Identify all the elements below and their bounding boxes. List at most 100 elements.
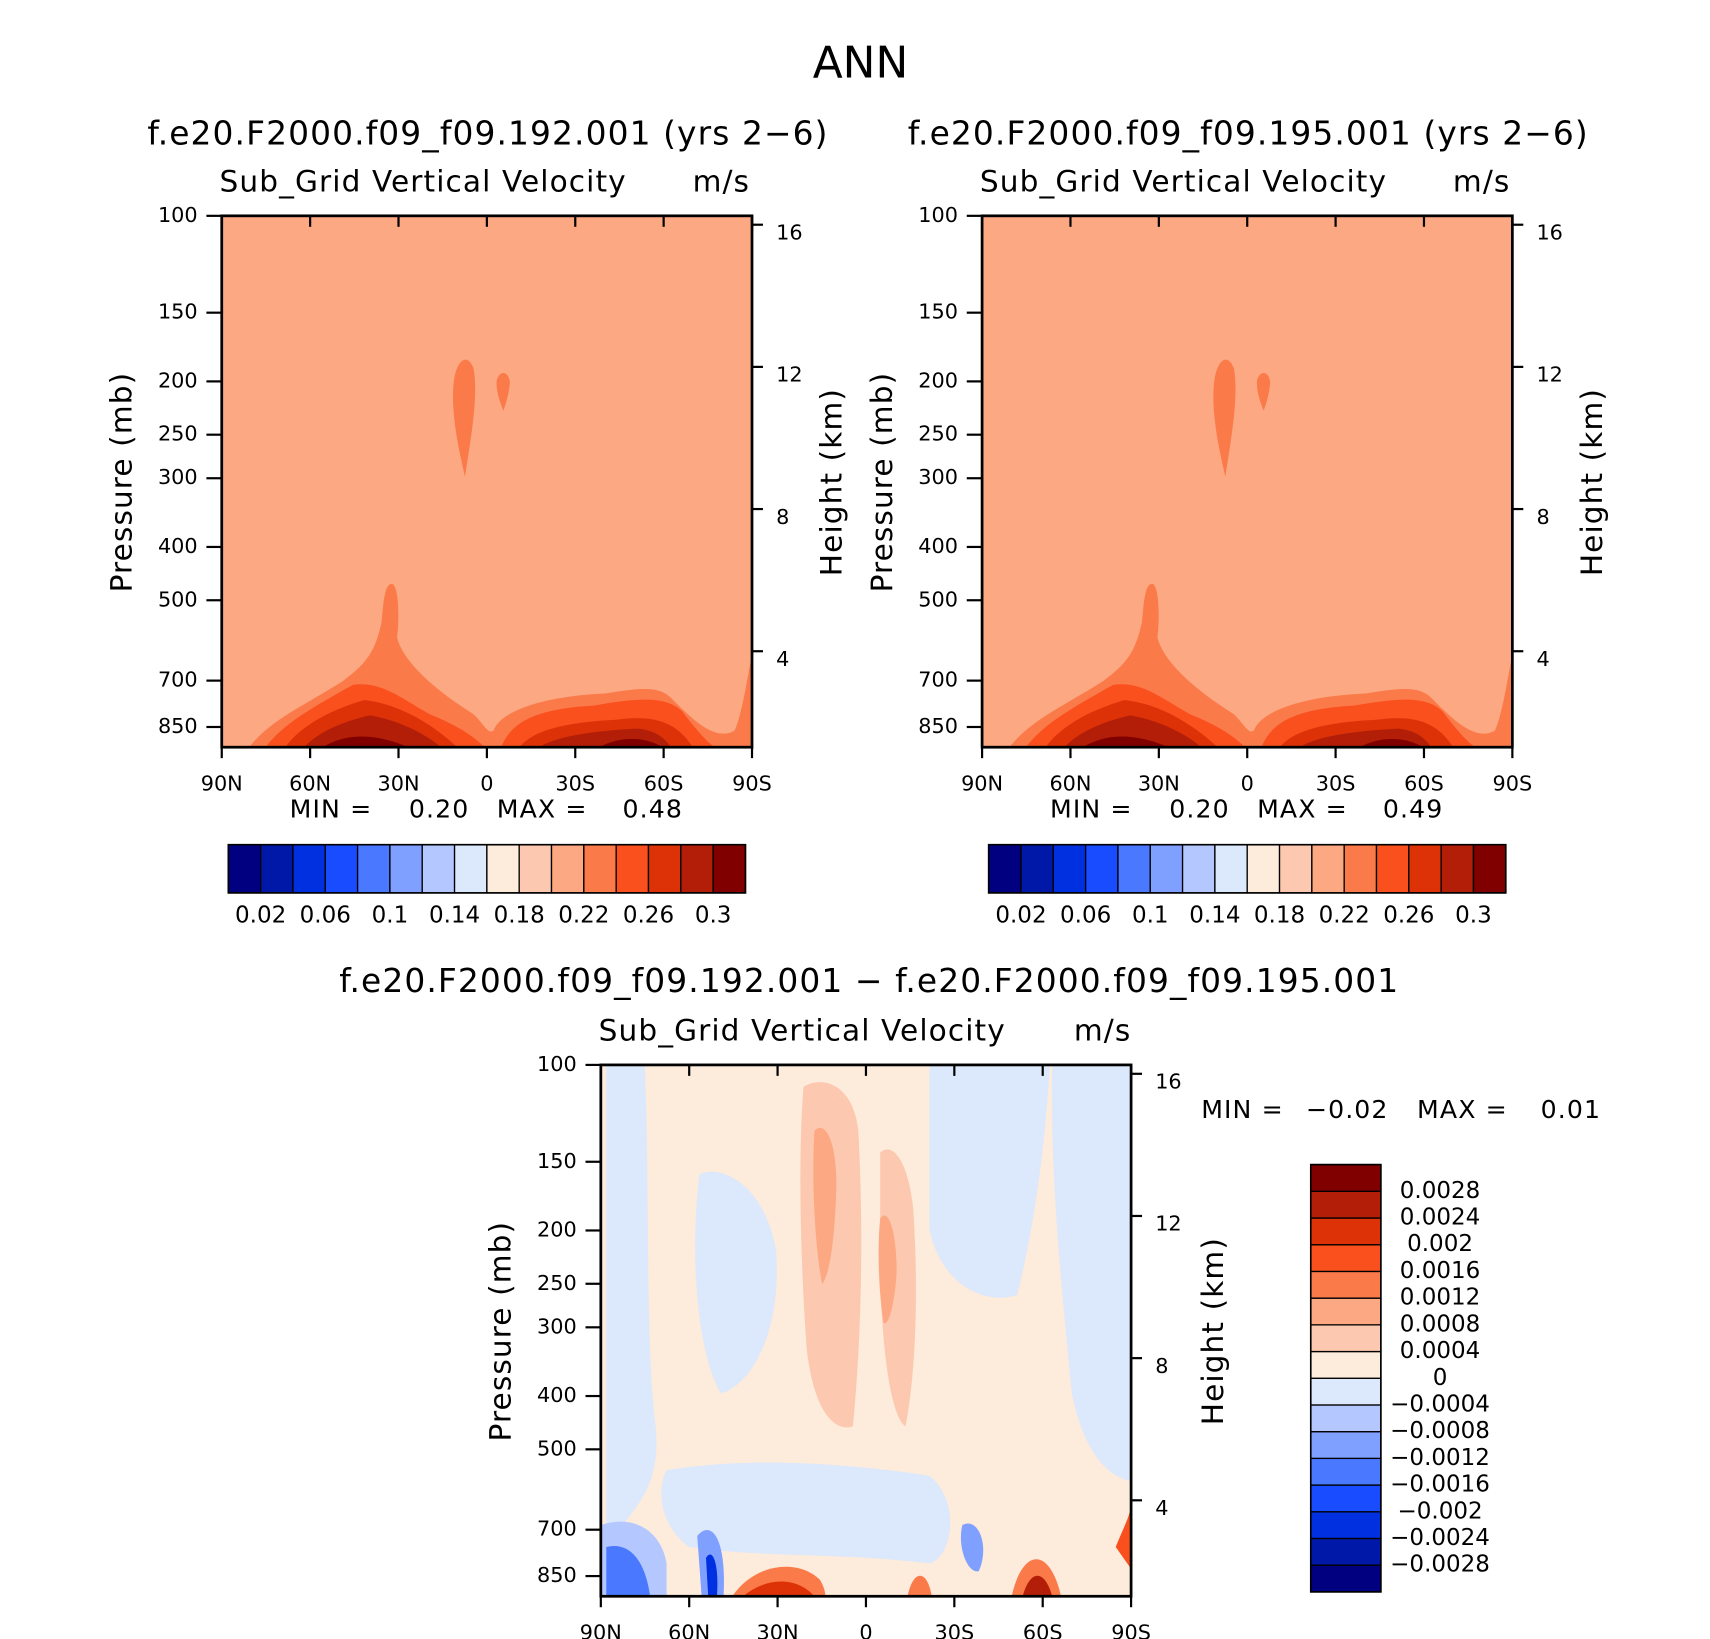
contour-region bbox=[743, 1581, 815, 1597]
colorbar-box bbox=[1472, 844, 1507, 894]
colorbar-label: 0.0012 bbox=[1400, 1285, 1480, 1311]
colorbar-box bbox=[1343, 844, 1378, 894]
colorbar-label: 0 bbox=[1433, 1365, 1448, 1391]
colorbar-box bbox=[1310, 1431, 1382, 1460]
y-tick-label: 100 bbox=[158, 203, 198, 227]
colorbar-box bbox=[1149, 844, 1184, 894]
y2-tick-label: 12 bbox=[1155, 1212, 1181, 1236]
colorbar-box bbox=[550, 844, 585, 894]
x-tick-label: 60N bbox=[289, 771, 331, 795]
contour-field bbox=[982, 215, 1513, 748]
colorbar-label: 0.0024 bbox=[1400, 1205, 1480, 1231]
colorbar-box bbox=[1020, 844, 1054, 894]
colorbar-label: −0.0028 bbox=[1390, 1552, 1490, 1578]
y-tick-label: 500 bbox=[158, 587, 198, 611]
colorbar-box bbox=[1052, 844, 1087, 894]
colorbar-box bbox=[324, 844, 359, 894]
contour-region bbox=[1360, 738, 1423, 748]
contour-regions bbox=[1009, 359, 1513, 748]
min-value: 0.20 bbox=[409, 795, 469, 824]
colorbar-label: −0.0016 bbox=[1390, 1472, 1490, 1498]
y-tick-label: 300 bbox=[918, 465, 958, 489]
colorbar-label: 0.26 bbox=[623, 902, 674, 928]
contour-background bbox=[221, 215, 753, 748]
y-tick-label: 400 bbox=[537, 1383, 577, 1407]
y2-tick-label: 12 bbox=[1536, 363, 1562, 387]
colorbar-box bbox=[259, 844, 294, 894]
contour-region bbox=[878, 1215, 897, 1324]
colorbar-label: 0.3 bbox=[695, 902, 732, 928]
contour-region bbox=[606, 1064, 657, 1526]
contour-region bbox=[960, 1523, 984, 1572]
x-tick-label: 30N bbox=[757, 1621, 799, 1639]
colorbar-label: −0.0008 bbox=[1390, 1418, 1490, 1444]
contour-region bbox=[695, 1171, 777, 1394]
max-value: 0.49 bbox=[1383, 795, 1443, 824]
colorbar-box bbox=[1310, 1350, 1382, 1379]
x-tick-label: 30S bbox=[934, 1621, 974, 1639]
contour-region bbox=[880, 1149, 916, 1427]
x-tick-label: 60N bbox=[668, 1621, 710, 1639]
y-tick-label: 250 bbox=[537, 1271, 577, 1295]
contour-region bbox=[1256, 372, 1271, 411]
colorbar-label: 0.22 bbox=[1319, 902, 1370, 928]
colorbar-box bbox=[1310, 1377, 1382, 1406]
x-tick-label: 90N bbox=[201, 771, 243, 795]
panel-subtitle: Sub_Grid Vertical Velocity bbox=[220, 164, 627, 198]
contour-region bbox=[1064, 715, 1202, 748]
contour-region bbox=[813, 1127, 837, 1285]
y-tick-label: 250 bbox=[158, 422, 198, 446]
panel-subtitle: Sub_Grid Vertical Velocity bbox=[980, 164, 1387, 198]
colorbar-box bbox=[1181, 844, 1216, 894]
colorbar-box bbox=[1310, 1163, 1382, 1192]
contour-regions bbox=[600, 1064, 1132, 1597]
colorbar-box bbox=[988, 844, 1022, 894]
y-tick-label: 500 bbox=[918, 587, 958, 611]
min-value: 0.20 bbox=[1169, 795, 1229, 824]
colorbar-label: 0.002 bbox=[1407, 1231, 1473, 1257]
colorbar-box bbox=[486, 844, 520, 894]
colorbar-box bbox=[1310, 1484, 1382, 1513]
colorbar-box bbox=[1375, 844, 1410, 894]
colorbar-box bbox=[356, 844, 391, 894]
colorbar-label: 0.0004 bbox=[1400, 1338, 1480, 1364]
x-tick-label: 0 bbox=[1241, 771, 1254, 795]
colorbar-label: 0.22 bbox=[558, 902, 609, 928]
colorbar-box bbox=[680, 844, 714, 894]
colorbar-box bbox=[453, 844, 488, 894]
contour-region bbox=[1115, 1503, 1132, 1569]
x-tick-label: 60S bbox=[644, 771, 684, 795]
x-tick-label: 90S bbox=[1493, 771, 1533, 795]
y-axis-label: Pressure (mb) bbox=[484, 1221, 518, 1442]
contour-field bbox=[221, 215, 753, 748]
x-tick-label: 30N bbox=[377, 771, 419, 795]
contour-background bbox=[982, 215, 1513, 748]
y-tick-label: 150 bbox=[537, 1149, 577, 1173]
min-label: MIN = bbox=[1050, 795, 1133, 824]
colorbar-box bbox=[1214, 844, 1248, 894]
y-tick-label: 850 bbox=[918, 714, 958, 738]
contour-region bbox=[599, 738, 663, 748]
y-tick-label: 300 bbox=[158, 465, 198, 489]
panel-title: f.e20.F2000.f09_f09.195.001 (yrs 2−6) bbox=[908, 113, 1589, 152]
colorbar-box bbox=[1440, 844, 1475, 894]
y-tick-label: 850 bbox=[537, 1563, 577, 1587]
y-tick-label: 100 bbox=[537, 1052, 577, 1076]
y2-axis-label: Height (km) bbox=[1196, 1237, 1230, 1425]
y2-tick-label: 4 bbox=[1155, 1496, 1168, 1520]
colorbar-label: 0.18 bbox=[1254, 902, 1305, 928]
colorbar-box bbox=[615, 844, 650, 894]
colorbar-box bbox=[1084, 844, 1119, 894]
figure-title: ANN bbox=[813, 38, 909, 89]
contour-region bbox=[907, 1575, 932, 1597]
colorbar-frame bbox=[987, 843, 1507, 894]
min-value: −0.02 bbox=[1306, 1095, 1389, 1124]
y2-tick-label: 4 bbox=[776, 647, 789, 671]
colorbar-box bbox=[292, 844, 326, 894]
colorbar-box bbox=[227, 844, 262, 894]
max-label: MAX = bbox=[1417, 1095, 1508, 1124]
colorbar-box bbox=[1311, 844, 1345, 894]
x-tick-label: 30S bbox=[555, 771, 595, 795]
colorbar-box bbox=[1408, 844, 1442, 894]
